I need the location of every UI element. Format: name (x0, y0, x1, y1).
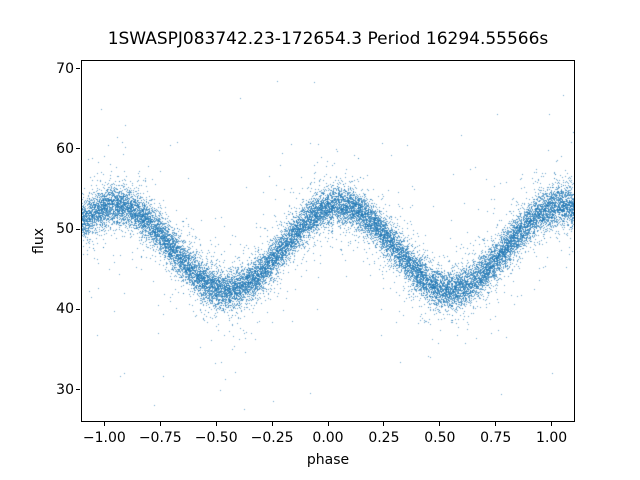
x-tick-label: 0.75 (480, 430, 512, 446)
x-tick-mark (327, 422, 329, 426)
y-tick-label: 60 (56, 140, 74, 157)
x-tick-mark (159, 422, 161, 426)
y-tick-mark (76, 148, 80, 150)
x-tick-label: −0.50 (194, 430, 238, 446)
y-tick-mark (76, 228, 80, 230)
y-tick-label: 40 (56, 301, 74, 318)
x-tick-mark (215, 422, 217, 426)
y-tick-label: 50 (56, 221, 74, 238)
scatter-points-canvas (82, 61, 574, 421)
x-tick-label: −1.00 (82, 430, 126, 446)
x-tick-mark (383, 422, 385, 426)
chart-title: 1SWASPJ083742.23-172654.3 Period 16294.5… (107, 29, 549, 49)
x-tick-label: 0.25 (368, 430, 400, 446)
x-tick-mark (551, 422, 553, 426)
y-tick-mark (76, 389, 80, 391)
x-tick-label: −0.25 (250, 430, 294, 446)
plot-area (81, 60, 575, 422)
x-tick-mark (495, 422, 497, 426)
x-tick-mark (439, 422, 441, 426)
y-tick-mark (76, 308, 80, 310)
x-tick-label: −0.75 (138, 430, 182, 446)
x-tick-label: 0.50 (424, 430, 456, 446)
y-tick-label: 70 (56, 60, 74, 77)
x-tick-mark (103, 422, 105, 426)
y-tick-mark (76, 68, 80, 70)
y-tick-label: 30 (56, 381, 74, 398)
x-tick-mark (271, 422, 273, 426)
x-tick-label: 1.00 (536, 430, 568, 446)
x-tick-label: 0.00 (312, 430, 344, 446)
x-axis-label: phase (306, 452, 350, 468)
